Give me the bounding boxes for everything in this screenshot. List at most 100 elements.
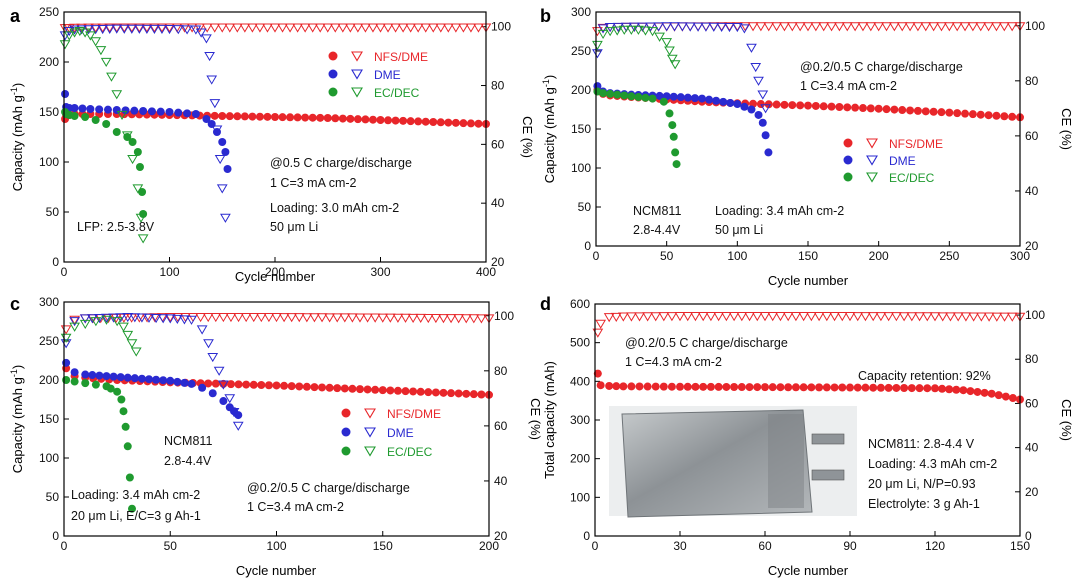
point-nfs-capacity xyxy=(444,118,453,127)
point-ec-ce xyxy=(618,25,630,35)
annotation-loading: Loading: 3.0 mAh cm-2 xyxy=(270,201,399,215)
point-nfs-capacity xyxy=(683,382,692,391)
point-nfs-ce xyxy=(377,313,389,323)
x-tick-label: 300 xyxy=(370,265,390,279)
point-dme-ce xyxy=(209,99,221,109)
point-nfs-capacity xyxy=(945,385,954,394)
point-nfs-ce xyxy=(278,313,290,323)
point-ec-capacity xyxy=(70,377,79,386)
point-nfs-capacity xyxy=(264,381,273,390)
point-dme-capacity xyxy=(61,90,70,98)
y-tick-label: 100 xyxy=(571,161,591,175)
point-nfs-ce xyxy=(751,312,763,322)
point-ec-ce xyxy=(137,234,149,244)
point-nfs-ce xyxy=(231,23,243,33)
y-axis-title: Capacity (mAh g-1) xyxy=(541,75,557,183)
point-dme-capacity xyxy=(121,106,130,115)
point-nfs-ce xyxy=(896,22,908,32)
y2-tick-label: 60 xyxy=(1025,396,1039,410)
point-nfs-capacity xyxy=(745,383,754,392)
point-nfs-capacity xyxy=(333,384,342,393)
y-tick-label: 50 xyxy=(578,200,592,214)
annotation-electrolyte: Electrolyte: 3 g Ah-1 xyxy=(868,497,980,511)
y2-tick-label: 100 xyxy=(1025,308,1045,322)
annotation-rate: @0.2/0.5 C charge/discharge xyxy=(800,60,963,74)
point-nfs-ce xyxy=(293,313,305,323)
point-ec-ce xyxy=(666,54,678,64)
x-tick-label: 0 xyxy=(592,539,599,553)
point-nfs-ce xyxy=(786,22,798,32)
point-dme-capacity xyxy=(202,115,211,123)
point-ec-ce xyxy=(604,27,616,37)
y-tick-label: 200 xyxy=(570,452,590,466)
x-tick-label: 150 xyxy=(373,539,393,553)
point-nfs-ce xyxy=(898,312,910,322)
point-dme-ce xyxy=(700,22,712,32)
y2-tick-label: 100 xyxy=(1025,19,1045,33)
point-nfs-capacity xyxy=(643,382,652,391)
point-nfs-capacity xyxy=(406,117,415,126)
point-nfs-capacity xyxy=(853,383,862,392)
point-dme-ce xyxy=(211,125,223,135)
point-nfs-capacity xyxy=(776,383,785,392)
point-dme-ce xyxy=(628,22,640,32)
point-dme-ce xyxy=(692,22,704,32)
x-tick-label: 50 xyxy=(660,249,674,263)
point-nfs-ce xyxy=(728,312,740,322)
point-nfs-ce xyxy=(149,313,161,323)
y-tick-label: 200 xyxy=(39,55,59,69)
point-nfs-capacity xyxy=(807,383,816,392)
point-nfs-capacity xyxy=(287,382,296,391)
point-nfs-capacity xyxy=(714,382,723,391)
point-nfs-ce xyxy=(943,22,955,32)
point-nfs-capacity xyxy=(994,391,1003,400)
point-nfs-ce xyxy=(314,23,326,33)
legend-label-ec: EC/DEC xyxy=(889,171,935,185)
point-nfs-ce xyxy=(763,22,775,32)
point-nfs-capacity xyxy=(218,112,227,120)
point-dme-capacity xyxy=(223,165,232,173)
point-nfs-capacity xyxy=(355,385,364,394)
point-ec-ce xyxy=(118,322,129,332)
point-dme-capacity xyxy=(165,108,174,116)
point-nfs-ce xyxy=(603,313,615,323)
point-nfs-capacity xyxy=(619,382,628,391)
point-dme-ce xyxy=(90,25,102,35)
point-nfs-capacity xyxy=(255,112,264,121)
y-tick-label: 250 xyxy=(39,334,59,348)
point-dme-ce xyxy=(228,408,240,418)
point-ec-ce xyxy=(63,31,75,41)
annotation-cathode: LFP: 2.5-3.8V xyxy=(77,220,155,234)
point-nfs-ce xyxy=(755,22,767,32)
panel-a-frame xyxy=(63,11,487,263)
point-dme-ce xyxy=(207,352,219,363)
point-nfs-capacity xyxy=(892,383,901,392)
point-dme-ce xyxy=(195,28,207,38)
point-dme-ce xyxy=(232,421,244,431)
legend-label-nfs: NFS/DME xyxy=(387,407,441,421)
point-dme-capacity xyxy=(70,368,79,377)
point-nfs-ce xyxy=(118,23,130,33)
legend-label-nfs: NFS/DME xyxy=(889,137,943,151)
point-ec-ce xyxy=(647,27,658,37)
point-nfs-capacity xyxy=(361,115,370,124)
y-tick-label: 200 xyxy=(571,83,591,97)
point-ec-capacity xyxy=(91,116,100,124)
point-dme-ce xyxy=(143,313,155,323)
y-tick-label: 50 xyxy=(46,205,60,219)
point-dme-capacity xyxy=(147,107,156,116)
y-axis-title: Capacity (mAh g-1) xyxy=(9,83,25,191)
point-nfs-capacity xyxy=(414,117,423,126)
point-dme-capacity xyxy=(139,107,148,115)
point-nfs-capacity xyxy=(1008,112,1017,121)
point-ec-capacity xyxy=(672,160,681,169)
x-axis-title: Cycle number xyxy=(235,269,316,284)
point-dme-ce xyxy=(101,313,112,323)
point-dme-ce xyxy=(156,24,168,35)
point-ec-capacity xyxy=(599,89,608,98)
y2-tick-label: 40 xyxy=(1025,184,1039,198)
point-nfs-ce xyxy=(818,22,830,32)
point-nfs-ce xyxy=(263,313,275,323)
point-nfs-capacity xyxy=(691,382,700,391)
point-nfs-ce xyxy=(309,313,320,323)
